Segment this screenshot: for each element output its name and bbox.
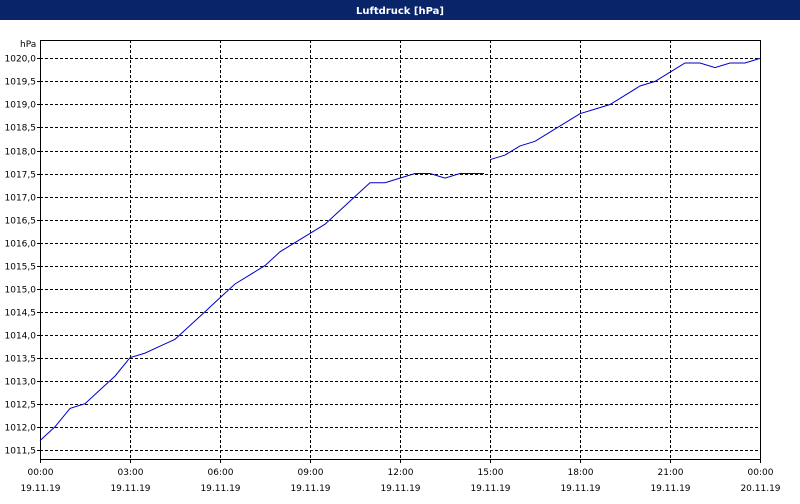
y-tick-label: 1012,5 bbox=[5, 401, 37, 411]
x-tick-label: 00:00 bbox=[28, 468, 54, 478]
y-tick-label: 1018,5 bbox=[5, 124, 37, 134]
y-tick-label: 1012,0 bbox=[5, 424, 37, 434]
title-bar bbox=[0, 0, 800, 20]
data-line bbox=[39, 57, 761, 441]
x-tick-label: 21:00 bbox=[658, 468, 684, 478]
chart-title: Luftdruck [hPa] bbox=[356, 6, 444, 17]
y-tick-label: 1019,5 bbox=[5, 78, 37, 88]
x-tick-date: 19.11.19 bbox=[290, 484, 330, 494]
y-tick-label: 1016,0 bbox=[5, 240, 37, 250]
x-tick-label: 15:00 bbox=[478, 468, 504, 478]
x-tick-date: 19.11.19 bbox=[560, 484, 600, 494]
y-tick-label: 1017,0 bbox=[5, 194, 37, 204]
y-tick-label: 1016,5 bbox=[5, 217, 37, 227]
y-tick-label: 1020,0 bbox=[5, 55, 37, 65]
x-tick-date: 20.11.19 bbox=[740, 484, 780, 494]
y-unit: hPa bbox=[20, 40, 36, 50]
y-tick-label: 1013,0 bbox=[5, 378, 37, 388]
x-tick-label: 18:00 bbox=[568, 468, 594, 478]
y-tick-label: 1015,0 bbox=[5, 286, 37, 296]
x-tick-date: 19.11.19 bbox=[20, 484, 60, 494]
y-tick-label: 1013,5 bbox=[5, 355, 37, 365]
y-tick-label: 1011,5 bbox=[5, 447, 37, 457]
y-tick-label: 1015,5 bbox=[5, 263, 37, 273]
y-tick-label: 1014,0 bbox=[5, 332, 37, 342]
y-tick-label: 1017,5 bbox=[5, 171, 37, 181]
x-tick-date: 19.11.19 bbox=[650, 484, 690, 494]
x-tick-date: 19.11.19 bbox=[470, 484, 510, 494]
x-tick-label: 03:00 bbox=[118, 468, 144, 478]
x-tick-label: 06:00 bbox=[208, 468, 234, 478]
y-tick-label: 1018,0 bbox=[5, 148, 37, 158]
x-tick-label: 00:00 bbox=[748, 468, 774, 478]
y-tick-label: 1019,0 bbox=[5, 101, 37, 111]
x-tick-date: 19.11.19 bbox=[200, 484, 240, 494]
x-tick-date: 19.11.19 bbox=[110, 484, 150, 494]
x-tick-label: 12:00 bbox=[388, 468, 414, 478]
y-tick-label: 1014,5 bbox=[5, 309, 37, 319]
x-tick-label: 09:00 bbox=[298, 468, 324, 478]
x-tick-date: 19.11.19 bbox=[380, 484, 420, 494]
